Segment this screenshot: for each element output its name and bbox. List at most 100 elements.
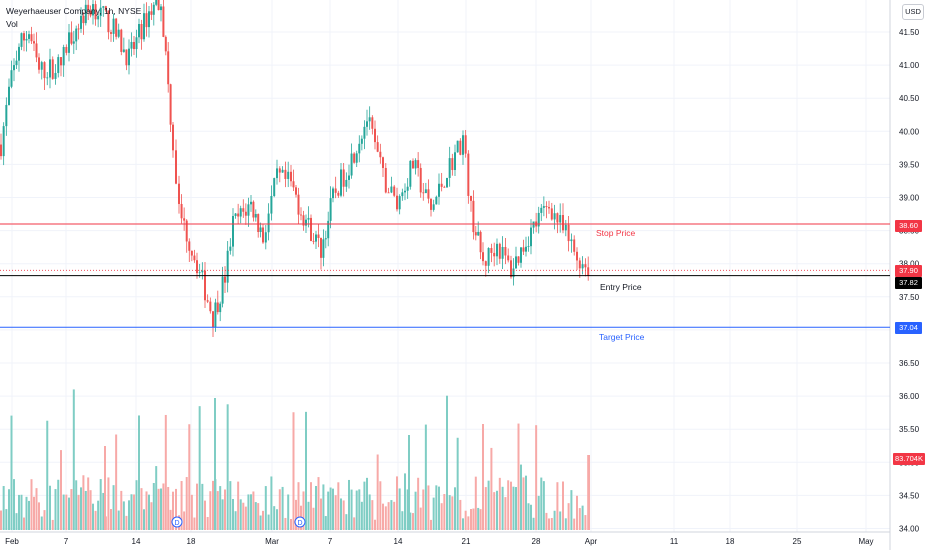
candle-body xyxy=(273,178,276,196)
candle-body xyxy=(216,302,219,313)
volume-bar xyxy=(562,481,564,530)
volume-bar xyxy=(65,494,68,530)
candle-body xyxy=(522,247,525,252)
volume-bar xyxy=(102,492,105,530)
volume-bar xyxy=(474,476,477,530)
candle-body xyxy=(504,247,507,256)
x-tick-label: May xyxy=(858,537,873,546)
volume-bar xyxy=(507,480,510,530)
volume-bar xyxy=(540,477,543,530)
candle-body xyxy=(525,246,527,252)
candle-body xyxy=(206,300,209,302)
volume-bar xyxy=(550,517,553,530)
volume-bar xyxy=(115,434,118,530)
entry-price-label: Entry Price xyxy=(600,282,642,292)
candle-body xyxy=(204,270,206,301)
candle-body xyxy=(498,243,501,259)
candle-body xyxy=(540,207,543,213)
candle-body xyxy=(140,23,143,40)
volume-bar xyxy=(567,503,570,530)
candle-body xyxy=(355,153,358,163)
candle-body xyxy=(501,247,504,259)
candle-body xyxy=(430,198,432,210)
y-tick-label: 36.00 xyxy=(899,392,920,401)
volume-bar xyxy=(368,494,371,530)
volume-bar xyxy=(143,509,145,530)
candle-body xyxy=(438,183,440,197)
candle-body xyxy=(324,238,327,240)
volume-bar xyxy=(169,509,172,530)
candle-body xyxy=(300,214,302,216)
candle-body xyxy=(224,276,226,283)
candle-body xyxy=(315,234,317,242)
candle-body xyxy=(172,124,174,151)
volume-bar xyxy=(315,485,317,530)
volume-bar xyxy=(221,499,224,530)
volume-bar xyxy=(512,486,515,530)
volume-bar xyxy=(517,423,520,530)
candle-body xyxy=(320,237,322,258)
candle-body xyxy=(46,77,49,79)
candle-body xyxy=(57,57,60,73)
candle-body xyxy=(145,13,148,28)
volume-bar xyxy=(219,486,222,530)
volume-bar xyxy=(302,491,305,530)
candle-body xyxy=(474,232,477,236)
candle-body xyxy=(133,41,135,50)
volume-bar xyxy=(94,510,97,530)
candle-body xyxy=(94,4,97,20)
candle-body xyxy=(564,224,567,231)
volume-bar xyxy=(535,425,538,530)
volume-bar xyxy=(454,487,456,530)
volume-bar xyxy=(360,501,363,530)
candle-body xyxy=(270,195,273,214)
candle-body xyxy=(482,252,484,262)
volume-bar xyxy=(46,420,49,530)
candle-body xyxy=(310,217,312,241)
candle-body xyxy=(578,260,581,269)
candle-body xyxy=(97,16,100,20)
candle-body xyxy=(553,213,556,220)
volume-bar xyxy=(530,504,532,530)
volume-bar xyxy=(564,518,567,530)
volume-bar xyxy=(490,447,493,530)
volume-bar xyxy=(87,477,90,530)
candle-body xyxy=(510,260,512,278)
volume-bar xyxy=(451,496,454,530)
volume-bar xyxy=(427,485,430,530)
volume-bar xyxy=(112,485,115,530)
candle-body xyxy=(545,206,548,208)
candle-body xyxy=(18,46,20,61)
candle-body xyxy=(25,38,28,41)
candle-body xyxy=(412,160,414,169)
candle-body xyxy=(120,29,123,52)
candle-body xyxy=(13,65,15,71)
volume-bar xyxy=(232,498,234,530)
volume-bar xyxy=(10,415,13,530)
currency-button[interactable]: USD xyxy=(902,4,924,20)
volume-bar xyxy=(332,488,334,530)
volume-label[interactable]: Vol xyxy=(6,19,18,29)
candle-body xyxy=(584,264,587,268)
volume-bar xyxy=(358,489,361,530)
dividend-icon xyxy=(171,516,183,528)
candle-body xyxy=(276,168,278,179)
symbol-title[interactable]: Weyerhaeuser Company, 1h, NYSE xyxy=(6,6,142,16)
volume-bar xyxy=(57,479,60,530)
candle-body xyxy=(348,175,350,180)
candle-body xyxy=(38,57,40,70)
volume-bar xyxy=(317,477,320,530)
volume-bar xyxy=(348,479,350,530)
volume-bar xyxy=(54,489,57,530)
y-tick-label: 38.00 xyxy=(899,260,920,269)
candle-body xyxy=(175,150,177,184)
y-tick-label: 34.50 xyxy=(899,491,920,500)
volume-bar xyxy=(322,484,325,530)
candle-body xyxy=(183,218,186,221)
candle-body xyxy=(532,221,535,228)
x-tick-label: 25 xyxy=(793,537,802,546)
candle-body xyxy=(264,232,267,243)
candle-body xyxy=(322,239,325,258)
candle-body xyxy=(332,188,334,199)
